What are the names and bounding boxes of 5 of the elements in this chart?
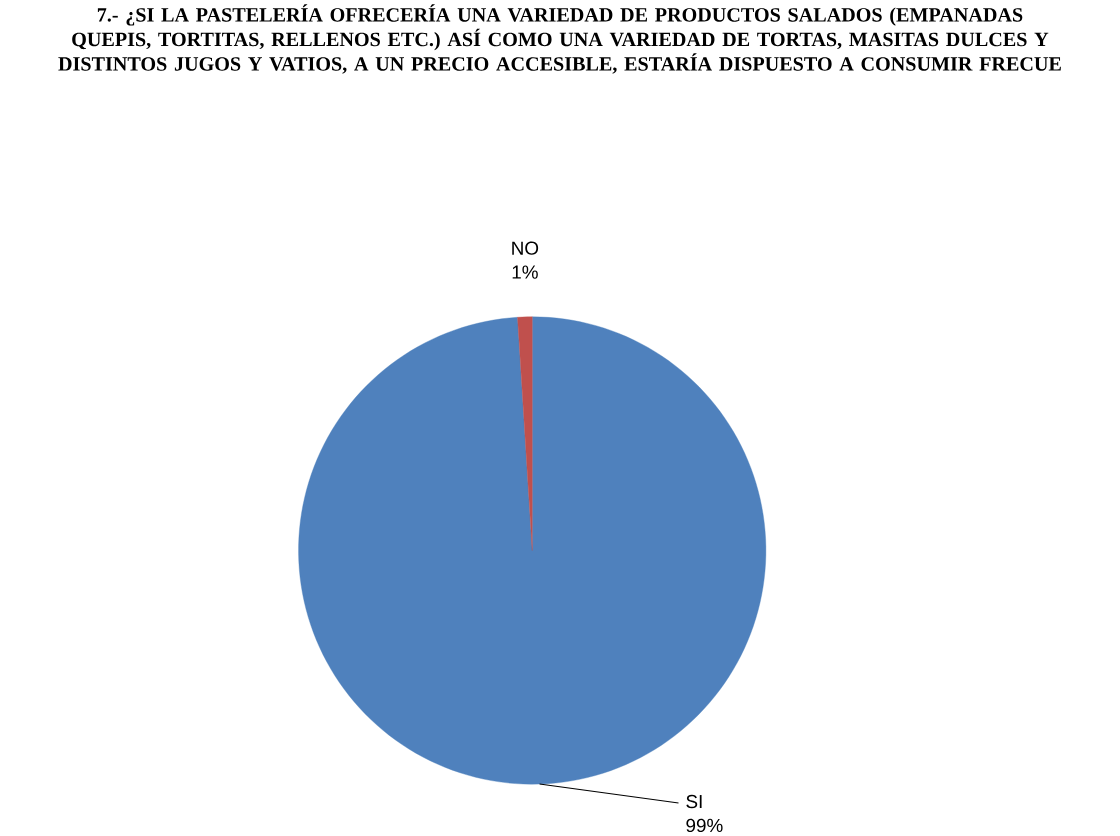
slice-label: SI xyxy=(686,794,702,809)
chart-title: 7.- ¿SI LA PASTELERÍA OFRECERÍA UNA VARIEDAD DE PRODUCTOS SALADOS (EMPANADAS QUEPIS, TORTITAS, RELLENOS ETC.) ASÍ COMO UNA VARIEDAD DE TORTAS, MASITAS DULCES Y DISTINTOS JUGOS Y VATIOS, A UN PRECIO ACCESIBLE, ESTARÍA DISPUESTO A CONSUMIR FRECUE xyxy=(58,4,1061,74)
data-label: 1% xyxy=(512,265,538,279)
data-label: 99% xyxy=(686,818,723,832)
slice-label: NO xyxy=(512,241,539,255)
